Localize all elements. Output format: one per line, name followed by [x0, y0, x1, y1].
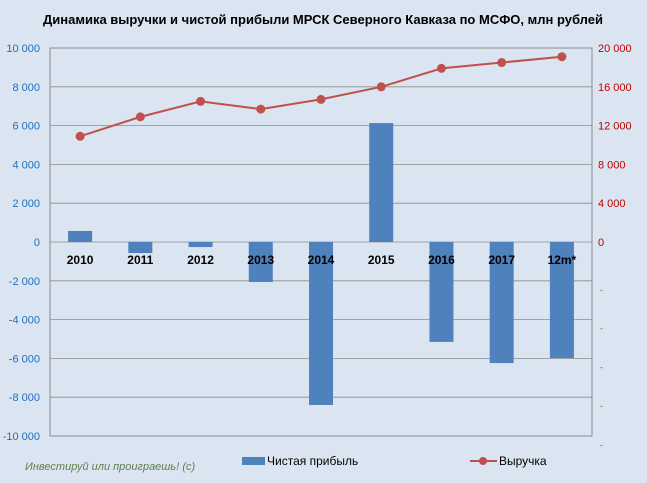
- revenue-point-2011: [135, 112, 145, 122]
- revenue-point-2015: [376, 82, 386, 92]
- right-axis-minor-tick: -: [600, 401, 603, 411]
- bar-12m*: [549, 242, 574, 359]
- left-axis-tick: -6 000: [9, 353, 40, 365]
- legend-line-label: Выручка: [499, 454, 547, 468]
- watermark: Инвестируй или проиграешь! (с): [25, 461, 195, 473]
- x-tick-label: 2016: [428, 253, 455, 267]
- x-tick-label: 2011: [127, 253, 153, 267]
- revenue-point-12m*: [557, 52, 567, 62]
- bar-2017: [489, 242, 514, 364]
- left-axis-tick: 2 000: [12, 198, 40, 210]
- bar-2012: [188, 242, 213, 248]
- right-axis-tick: 4 000: [598, 198, 626, 210]
- revenue-point-2013: [256, 104, 266, 114]
- bar-2013: [248, 242, 273, 282]
- chart-title: Динамика выручки и чистой прибыли МРСК С…: [43, 12, 603, 27]
- revenue-point-2016: [436, 63, 446, 73]
- right-axis-tick: 12 000: [598, 121, 632, 133]
- x-tick-label: 2010: [67, 253, 94, 267]
- right-axis-tick: 0: [598, 237, 604, 249]
- x-tick-label: 12m*: [548, 253, 577, 267]
- right-axis-tick: 20 000: [598, 43, 632, 55]
- left-axis-tick: 8 000: [12, 82, 40, 94]
- bar-2014: [309, 242, 333, 405]
- right-axis-tick: 8 000: [598, 159, 626, 171]
- x-tick-label: 2014: [308, 253, 335, 267]
- revenue-point-2010: [75, 131, 85, 141]
- right-axis-minor-tick: -: [600, 440, 603, 450]
- left-axis-tick: -2 000: [9, 276, 40, 288]
- bar-2010: [68, 230, 93, 242]
- revenue-point-2014: [316, 94, 326, 104]
- left-axis-tick: 0: [34, 237, 40, 249]
- right-axis-minor-tick: -: [600, 362, 603, 372]
- x-tick-label: 2012: [187, 253, 214, 267]
- legend-bar-swatch: [242, 457, 265, 465]
- revenue-point-2012: [196, 96, 206, 106]
- left-axis-tick: -4 000: [9, 315, 40, 327]
- left-axis-tick: 4 000: [12, 159, 40, 171]
- x-tick-label: 2013: [247, 253, 274, 267]
- right-axis-minor-tick: -: [600, 285, 603, 295]
- left-axis-tick: -8 000: [9, 392, 40, 404]
- x-tick-label: 2017: [488, 253, 515, 267]
- bar-2016: [429, 242, 454, 342]
- x-tick-label: 2015: [368, 253, 395, 267]
- revenue-point-2017: [497, 58, 507, 68]
- bar-2011: [128, 242, 153, 254]
- left-axis-tick: 10 000: [6, 43, 40, 55]
- left-axis-tick: 6 000: [12, 121, 40, 133]
- right-axis-minor-tick: -: [600, 324, 603, 334]
- bar-2015: [369, 123, 394, 242]
- left-axis-tick: -10 000: [3, 431, 40, 443]
- legend-line-marker: [479, 457, 487, 465]
- right-axis-tick: 16 000: [598, 82, 632, 94]
- legend-bar-label: Чистая прибыль: [267, 454, 358, 468]
